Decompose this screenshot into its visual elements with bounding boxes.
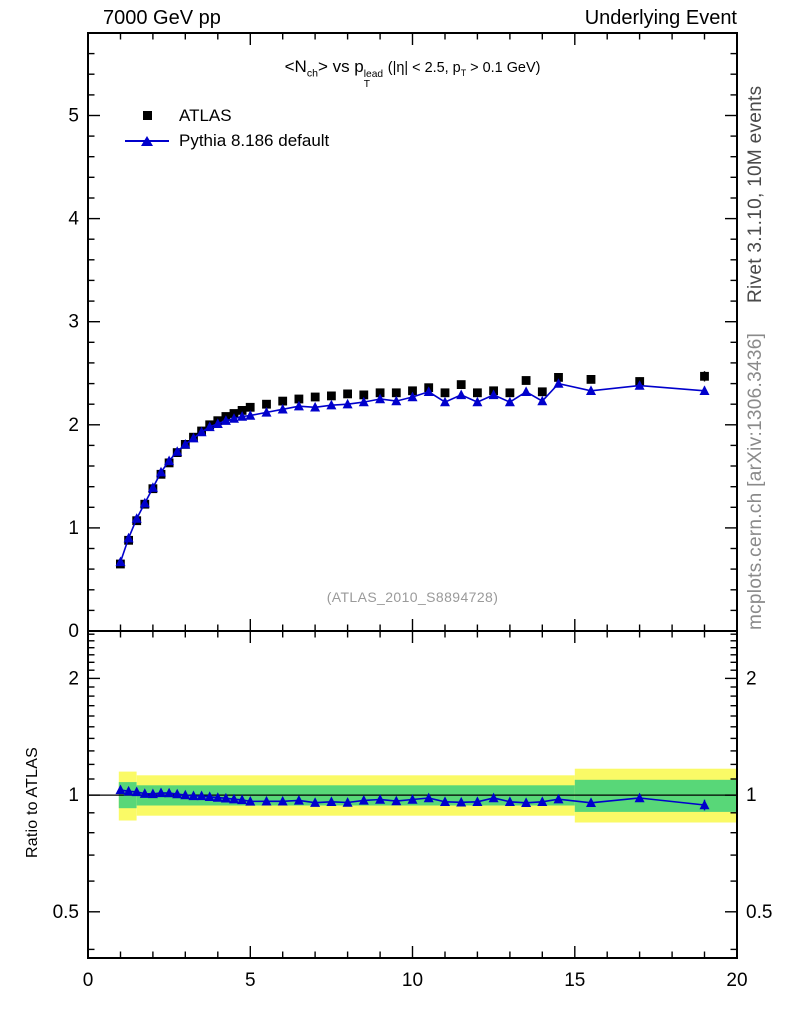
- rivet-version-note: Rivet 3.1.10, 10M events: [745, 85, 766, 303]
- legend-label-atlas: ATLAS: [179, 105, 232, 125]
- mcplots-citation-note: mcplots.cern.ch [arXiv:1306.3436]: [745, 332, 766, 630]
- legend-item-atlas: ATLAS: [122, 103, 329, 128]
- atlas-square-marker-icon: [122, 111, 172, 120]
- svg-text:0.5: 0.5: [746, 902, 772, 923]
- svg-text:0: 0: [68, 621, 79, 642]
- svg-text:2: 2: [746, 668, 757, 689]
- svg-text:2: 2: [68, 415, 79, 436]
- svg-text:1: 1: [68, 518, 79, 539]
- svg-text:2: 2: [68, 668, 79, 689]
- svg-text:1: 1: [746, 785, 757, 806]
- legend-item-pythia: Pythia 8.186 default: [122, 128, 329, 153]
- pythia-triangle-marker-icon: [122, 135, 172, 146]
- svg-text:15: 15: [564, 970, 585, 991]
- svg-text:5: 5: [245, 970, 256, 991]
- ratio-axis-label: Ratio to ATLAS: [24, 746, 41, 858]
- svg-text:4: 4: [68, 209, 79, 230]
- svg-text:3: 3: [68, 312, 79, 333]
- analysis-id-watermark: (ATLAS_2010_S8894728): [326, 589, 499, 605]
- beam-energy-label: 7000 GeV pp: [103, 7, 221, 29]
- plot-title: <Nch> vs p lead T (|η| < 2.5, pT > 0.1 GeV…: [284, 57, 541, 91]
- svg-text:5: 5: [68, 106, 79, 127]
- svg-text:10: 10: [402, 970, 423, 991]
- svg-text:1: 1: [68, 785, 79, 806]
- svg-text:0.5: 0.5: [53, 902, 79, 923]
- analysis-topic-label: Underlying Event: [584, 7, 737, 29]
- svg-text:20: 20: [726, 970, 747, 991]
- legend-label-pythia: Pythia 8.186 default: [179, 130, 330, 150]
- legend: ATLAS Pythia 8.186 default: [122, 103, 329, 153]
- svg-text:0: 0: [83, 970, 94, 991]
